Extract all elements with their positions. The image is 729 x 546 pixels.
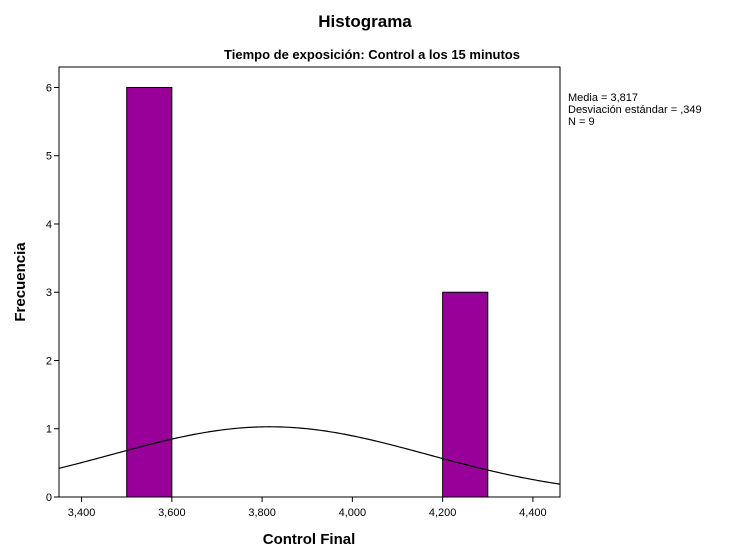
stat-n: N = 9 bbox=[568, 116, 595, 128]
stat-sd: Desviación estándar = ,349 bbox=[568, 104, 702, 116]
x-tick-label-3: 4,000 bbox=[339, 507, 367, 519]
y-tick-label-2: 2 bbox=[46, 355, 52, 367]
histogram-bar-0 bbox=[126, 86, 173, 498]
y-axis: 0 1 2 3 4 5 6 bbox=[46, 82, 59, 504]
y-tick-label-3: 3 bbox=[46, 287, 52, 299]
x-tick-label-1: 3,600 bbox=[158, 507, 186, 519]
x-tick-label-5: 4,400 bbox=[519, 507, 547, 519]
x-tick-label-0: 3,400 bbox=[68, 507, 96, 519]
chart-subtitle: Tiempo de exposición: Control a los 15 m… bbox=[224, 47, 520, 62]
x-tick-label-2: 3,800 bbox=[248, 507, 276, 519]
x-axis: 3,400 3,600 3,800 4,000 4,200 4,400 bbox=[68, 497, 547, 519]
y-tick-label-0: 0 bbox=[46, 492, 52, 504]
y-tick-label-4: 4 bbox=[46, 219, 52, 231]
y-axis-label: Frecuencia bbox=[12, 242, 29, 322]
x-axis-label: Control Final bbox=[263, 531, 356, 546]
stat-mean: Media = 3,817 bbox=[568, 92, 638, 104]
y-tick-label-1: 1 bbox=[46, 424, 52, 436]
plot-area bbox=[58, 66, 561, 498]
y-tick-label-6: 6 bbox=[46, 82, 52, 94]
chart-title: Histograma bbox=[318, 12, 412, 31]
bars-group bbox=[126, 86, 489, 498]
y-tick-label-5: 5 bbox=[46, 151, 52, 163]
x-tick-label-4: 4,200 bbox=[429, 507, 457, 519]
histogram-bar-1 bbox=[442, 291, 489, 498]
normal-curve bbox=[58, 426, 561, 485]
